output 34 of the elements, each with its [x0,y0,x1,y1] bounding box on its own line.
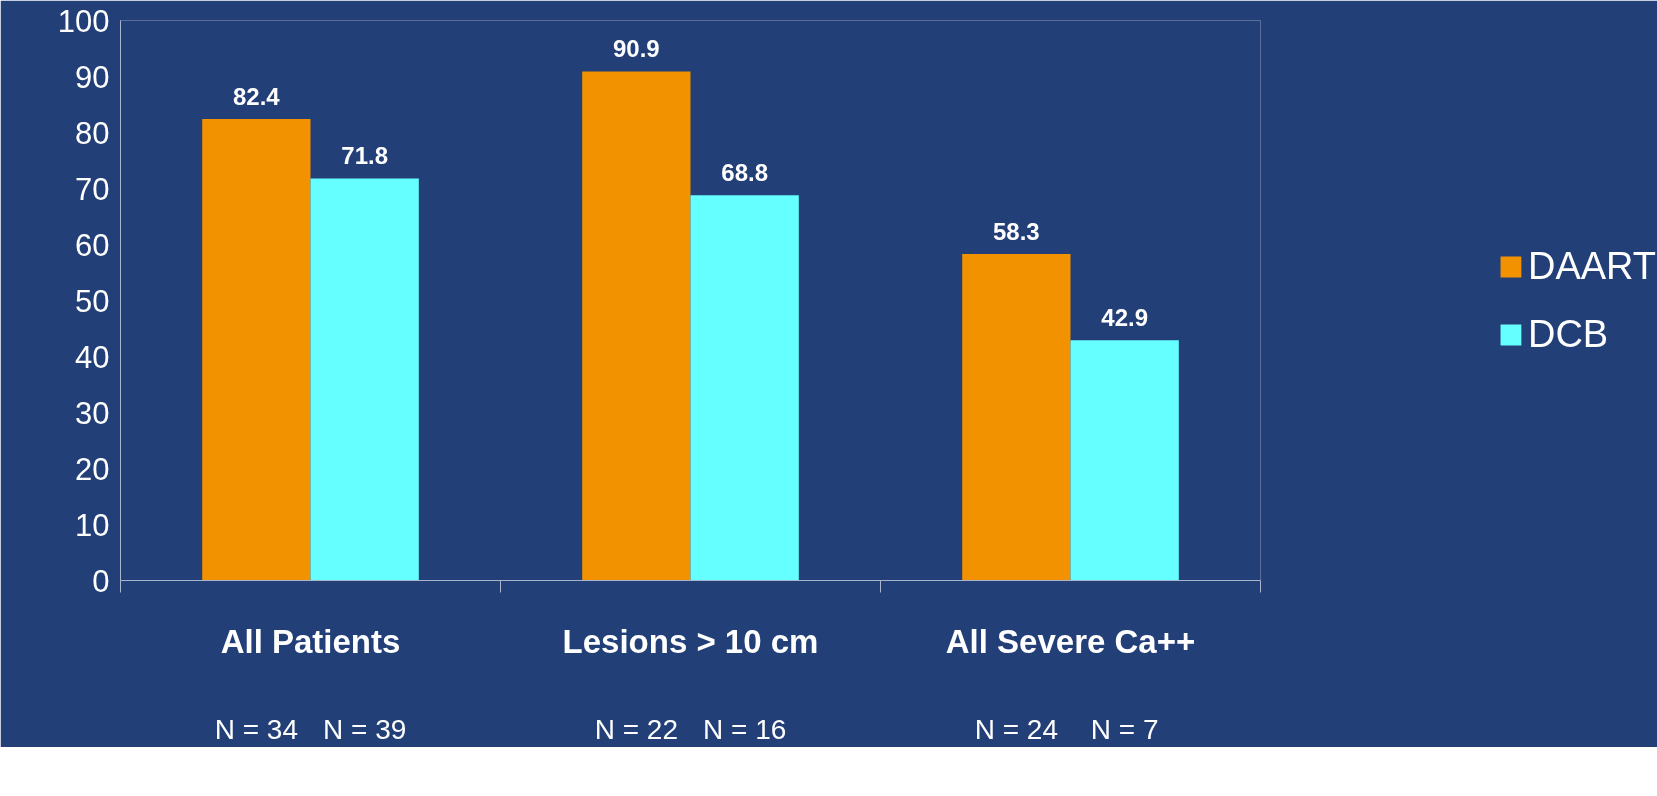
data-label: 68.8 [721,159,769,187]
y-tick-label: 100 [57,3,110,39]
bar [1070,340,1179,581]
x-tick-label: Lesions > 10 cm [562,622,819,660]
y-tick-label: 70 [75,171,110,207]
bar [310,178,419,581]
bar [690,195,799,581]
data-label: 82.4 [232,83,281,111]
bar [582,71,691,581]
y-tick-label: 50 [75,283,110,319]
y-tick-label: 60 [75,227,110,263]
bar [202,119,311,581]
data-label: 42.9 [1101,304,1149,332]
y-tick-label: 20 [75,451,110,487]
data-label: 58.3 [992,218,1040,246]
legend-label: DCB [1527,312,1609,356]
data-label: 90.9 [612,35,660,63]
text: N = 34 [214,713,298,745]
text: N = 16 [703,713,787,745]
bar [962,254,1071,581]
text: N = 24 [974,713,1058,745]
data-label: 71.8 [341,142,389,170]
y-tick-label: 10 [75,507,110,543]
y-tick-label: 80 [75,115,110,151]
x-tick-label: All Patients [220,622,401,660]
y-tick-label: 90 [75,59,110,95]
y-tick-label: 40 [75,339,110,375]
legend-label: DAART [1527,244,1657,288]
text: N = 22 [594,713,678,745]
text: N = 39 [323,713,407,745]
x-tick-label: All Severe Ca++ [945,622,1196,660]
text: N = 7 [1090,713,1159,745]
y-tick-label: 30 [75,395,110,431]
y-tick-label: 0 [92,563,110,599]
